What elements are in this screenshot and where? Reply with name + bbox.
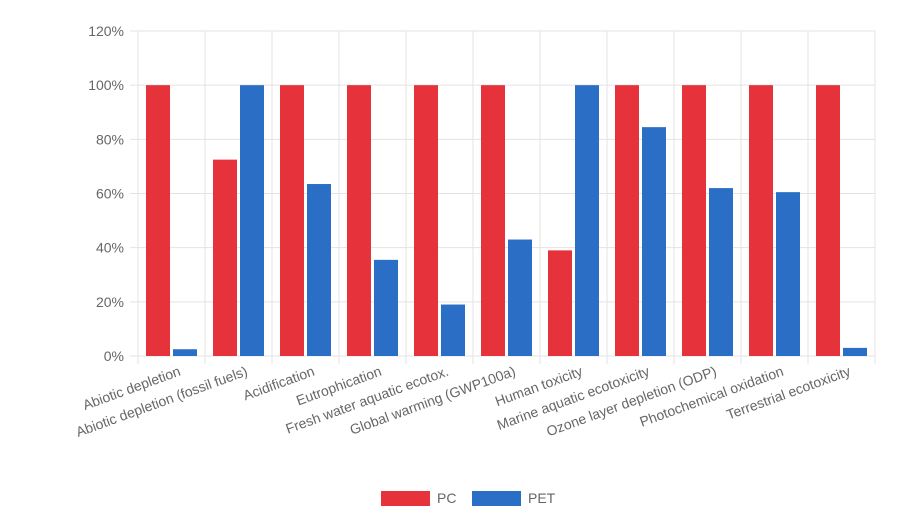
y-tick-label: 0% (104, 348, 124, 364)
bar-pc (280, 85, 304, 357)
bar-pet (642, 127, 666, 356)
bar-pc (481, 85, 505, 357)
bar-pc (213, 159, 237, 356)
legend-item-pet[interactable]: PET (472, 490, 556, 506)
bar-pet (776, 192, 800, 356)
legend-swatch (381, 491, 430, 506)
y-tick-label: 20% (96, 294, 124, 310)
bar-pet (709, 188, 733, 356)
bar-pet (575, 85, 599, 357)
bar-pc (347, 85, 371, 357)
y-tick-label: 60% (96, 186, 124, 202)
y-tick-label: 120% (88, 23, 124, 39)
y-tick-label: 80% (96, 131, 124, 147)
bar-pc (414, 85, 438, 357)
bar-pet (240, 85, 264, 357)
bar-pet (173, 349, 197, 356)
legend-label: PC (437, 490, 456, 506)
bar-pc (146, 85, 170, 357)
legend: PC PET (381, 490, 556, 506)
bar-pc (682, 85, 706, 357)
y-tick-label: 40% (96, 240, 124, 256)
bar-pc (816, 85, 840, 357)
bar-pet (374, 259, 398, 356)
legend-label: PET (528, 490, 556, 506)
y-axis: 0% 20% 40% 60% 80% 100% 120% (88, 23, 124, 364)
bar-pc (749, 85, 773, 357)
legend-swatch (472, 491, 521, 506)
bar-pet (843, 347, 867, 356)
bars (146, 85, 867, 357)
bar-pet (508, 239, 532, 356)
bar-pc (548, 250, 572, 356)
bar-pet (307, 184, 331, 356)
bar-pc (615, 85, 639, 357)
bar-pet (441, 304, 465, 356)
y-tick-label: 100% (88, 77, 124, 93)
legend-item-pc[interactable]: PC (381, 490, 456, 506)
